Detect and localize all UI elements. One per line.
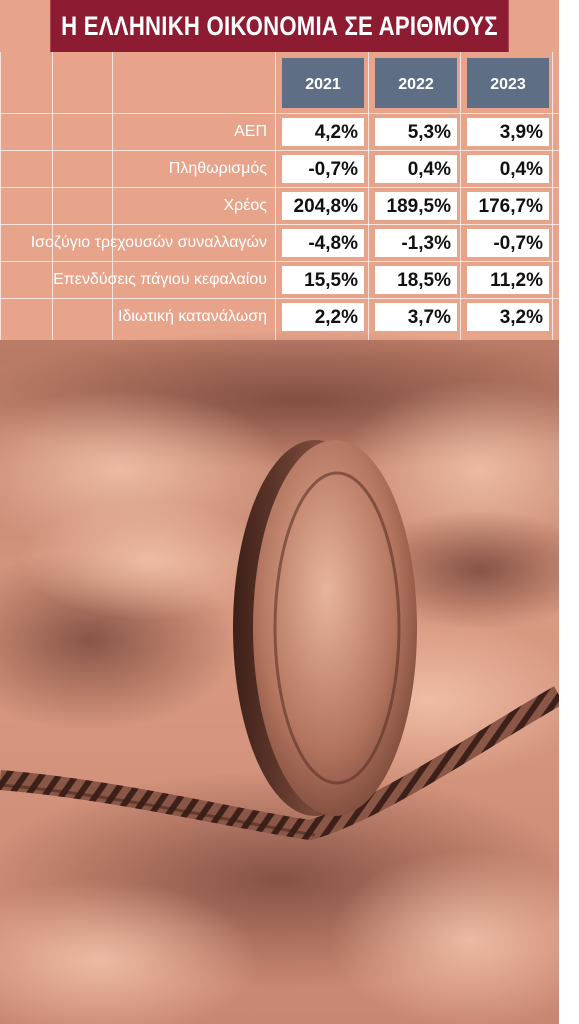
column-separator [275, 52, 276, 340]
row-label: Χρέος [223, 197, 267, 214]
column-header: 2021 [282, 58, 364, 108]
column-separator [0, 52, 1, 340]
value-cell: 189,5% [375, 192, 457, 220]
row-separator [0, 224, 559, 225]
value-cell: -4,8% [282, 229, 364, 257]
infographic: Η ΕΛΛΗΝΙΚΗ ΟΙΚΟΝΟΜΙΑ ΣΕ ΑΡΙΘΜΟΥΣ 2021 202… [0, 0, 559, 1024]
value-cell: 15,5% [282, 266, 364, 294]
row-separator [0, 261, 559, 262]
value-cell: -0,7% [282, 155, 364, 183]
column-separator [460, 52, 461, 340]
value-cell: 0,4% [467, 155, 549, 183]
column-header: 2023 [467, 58, 549, 108]
column-separator [368, 52, 369, 340]
value-cell: 204,8% [282, 192, 364, 220]
row-separator [0, 187, 559, 188]
value-cell: 2,2% [282, 303, 364, 331]
row-label: Επενδύσεις πάγιου κεφαλαίου [53, 271, 267, 288]
value-cell: 0,4% [375, 155, 457, 183]
row-label: Ισοζύγιο τρεχουσών συναλλαγών [30, 234, 267, 251]
value-cell: 18,5% [375, 266, 457, 294]
value-cell: -1,3% [375, 229, 457, 257]
row-separator [0, 113, 559, 114]
value-cell: 4,2% [282, 118, 364, 146]
background-photo [0, 0, 559, 1024]
row-separator [0, 150, 559, 151]
value-cell: -0,7% [467, 229, 549, 257]
value-cell: 3,9% [467, 118, 549, 146]
value-cell: 3,2% [467, 303, 549, 331]
column-header: 2022 [375, 58, 457, 108]
column-separator [52, 52, 53, 340]
row-label: ΑΕΠ [234, 123, 267, 140]
value-cell: 3,7% [375, 303, 457, 331]
row-label: Ιδιωτική κατανάλωση [117, 308, 267, 325]
value-cell: 5,3% [375, 118, 457, 146]
row-separator [0, 298, 559, 299]
title-bar: Η ΕΛΛΗΝΙΚΗ ΟΙΚΟΝΟΜΙΑ ΣΕ ΑΡΙΘΜΟΥΣ [50, 0, 509, 52]
column-separator [112, 52, 113, 340]
value-cell: 176,7% [467, 192, 549, 220]
value-cell: 11,2% [467, 266, 549, 294]
column-separator [552, 52, 553, 340]
row-label: Πληθωρισμός [168, 160, 267, 177]
